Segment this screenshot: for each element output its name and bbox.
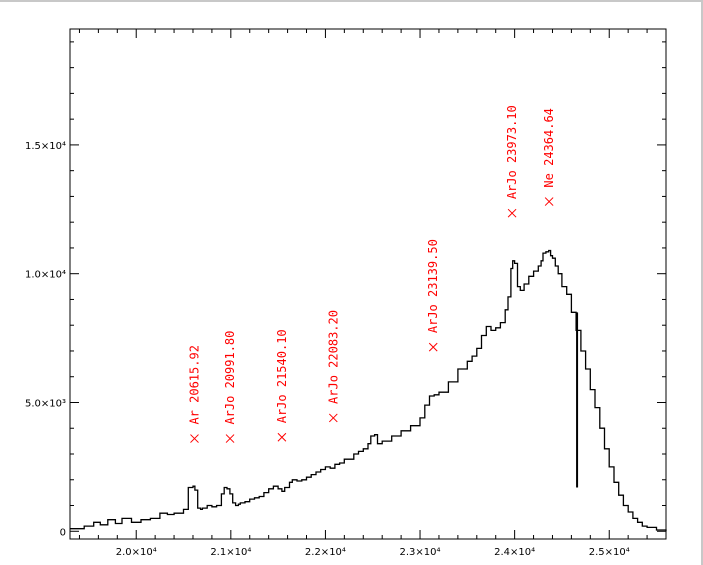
line-label-text: ArJo 20991.80 <box>223 331 237 425</box>
cross-marker <box>545 198 553 206</box>
x-tick-label: 2.3×10⁴ <box>400 547 441 558</box>
x-tick-label: 2.4×10⁴ <box>494 547 535 558</box>
y-tick-label: 1.0×10⁴ <box>25 270 66 281</box>
x-tick-label: 2.1×10⁴ <box>210 547 251 558</box>
line-label-text: ArJo 22083.20 <box>326 310 340 404</box>
line-annotation: ArJo 21540.10 <box>275 329 289 441</box>
x-tick-label: 2.5×10⁴ <box>589 547 630 558</box>
line-labels: Ar 20615.92 ArJo 20991.80 ArJo 21540.10 ArJ… <box>187 105 556 442</box>
line-annotation: ArJo 23973.10 <box>505 105 519 217</box>
line-annotation: ArJo 20991.80 <box>223 331 237 443</box>
cross-marker <box>329 414 337 422</box>
x-tick-label: 2.2×10⁴ <box>305 547 346 558</box>
line-label-text: Ne 24364.64 <box>542 108 556 187</box>
line-annotation: ArJo 23139.50 <box>426 239 440 351</box>
y-tick-label: 1.5×10⁴ <box>25 141 66 152</box>
cross-marker <box>226 435 234 443</box>
line-label-text: ArJo 23973.10 <box>505 105 519 199</box>
line-annotation: ArJo 22083.20 <box>326 310 340 422</box>
cross-marker <box>190 435 198 443</box>
cross-marker <box>429 343 437 351</box>
line-annotation: Ne 24364.64 <box>542 108 556 205</box>
cross-marker <box>278 433 286 441</box>
x-tick-label: 2.0×10⁴ <box>116 547 157 558</box>
cross-marker <box>508 209 516 217</box>
line-label-text: Ar 20615.92 <box>187 345 201 424</box>
line-annotation: Ar 20615.92 <box>187 345 201 442</box>
y-tick-label: 5.0×10³ <box>25 398 66 409</box>
y-tick-label: 0 <box>60 527 66 538</box>
line-label-text: ArJo 21540.10 <box>275 329 289 423</box>
line-label-text: ArJo 23139.50 <box>426 239 440 333</box>
